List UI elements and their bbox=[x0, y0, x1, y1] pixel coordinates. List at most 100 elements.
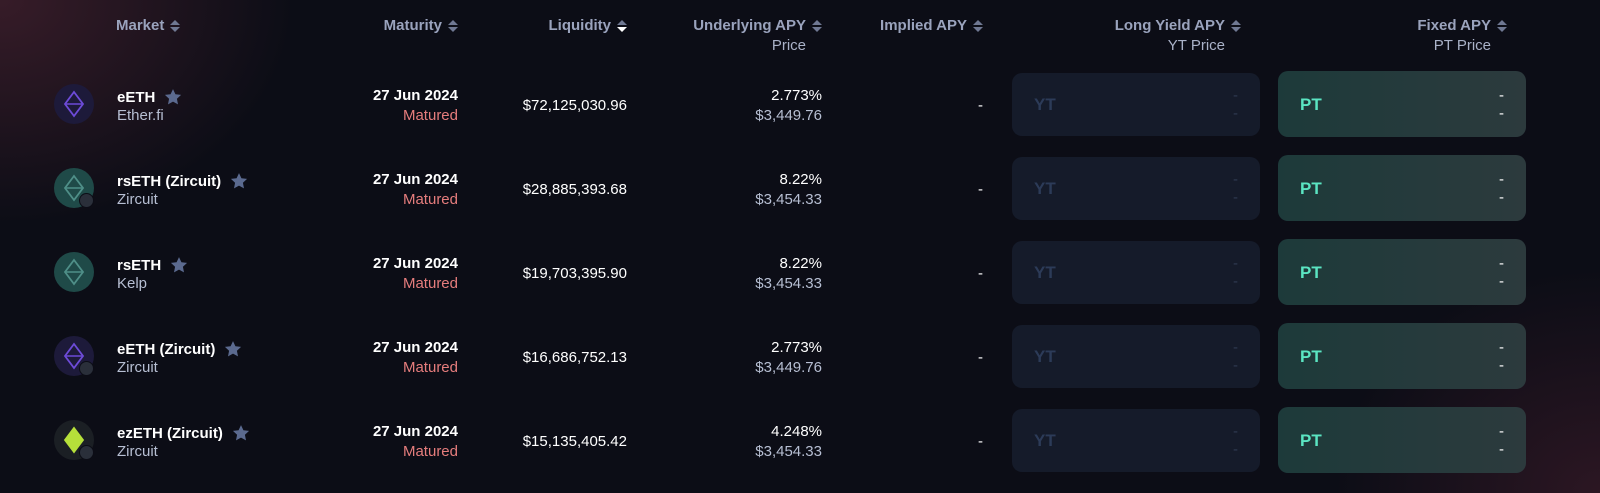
liquidity-value: $19,703,395.90 bbox=[522, 265, 627, 282]
pt-price-value: - bbox=[1499, 441, 1504, 458]
market-protocol: Zircuit bbox=[117, 443, 158, 460]
status-matured: Matured bbox=[402, 275, 458, 292]
table-row[interactable]: ezETH (Zircuit) Zircuit 27 Jun 2024 Matu… bbox=[0, 398, 1600, 482]
pt-button[interactable]: PT - - bbox=[1278, 323, 1526, 389]
sort-icon[interactable] bbox=[1231, 20, 1241, 32]
market-name: rsETH bbox=[117, 256, 162, 274]
status-matured: Matured bbox=[402, 107, 458, 124]
header-maturity[interactable]: Maturity bbox=[384, 17, 458, 34]
maturity-cell: 27 Jun 2024 Matured bbox=[373, 423, 458, 460]
status-matured: Matured bbox=[402, 359, 458, 376]
pt-price-value: - bbox=[1499, 357, 1504, 374]
zircuit-badge-icon bbox=[79, 193, 94, 208]
sort-icon[interactable] bbox=[1497, 20, 1507, 32]
eeth-icon bbox=[54, 84, 94, 124]
status-matured: Matured bbox=[402, 191, 458, 208]
yt-apy-value: - bbox=[1233, 171, 1238, 188]
favorite-star-icon[interactable] bbox=[231, 423, 251, 443]
header-underlying-apy[interactable]: Underlying APY Price bbox=[693, 17, 822, 54]
header-fixed-apy[interactable]: Fixed APY PT Price bbox=[1417, 17, 1507, 54]
liquidity-value: $16,686,752.13 bbox=[522, 349, 627, 366]
yt-apy-value: - bbox=[1233, 255, 1238, 272]
market-name: rsETH (Zircuit) bbox=[117, 172, 222, 190]
favorite-star-icon[interactable] bbox=[229, 171, 249, 191]
market-protocol: Zircuit bbox=[117, 359, 158, 376]
table-row[interactable]: rsETH Kelp 27 Jun 2024 Matured $19,703,3… bbox=[0, 230, 1600, 314]
pt-price-value: - bbox=[1499, 105, 1504, 122]
header-implied-apy[interactable]: Implied APY bbox=[880, 17, 983, 34]
pt-apy-value: - bbox=[1499, 423, 1504, 440]
underlying-apy-value: 8.22% bbox=[779, 255, 822, 272]
liquidity-value: $28,885,393.68 bbox=[522, 181, 627, 198]
eeth-icon bbox=[54, 336, 94, 376]
yt-apy-value: - bbox=[1233, 339, 1238, 356]
implied-apy-value: - bbox=[978, 265, 983, 282]
header-market[interactable]: Market bbox=[116, 17, 181, 34]
yt-button[interactable]: YT - - bbox=[1012, 73, 1260, 136]
header-liquidity[interactable]: Liquidity bbox=[549, 17, 627, 34]
favorite-star-icon[interactable] bbox=[223, 339, 243, 359]
maturity-cell: 27 Jun 2024 Matured bbox=[373, 171, 458, 208]
underlying-apy-value: 8.22% bbox=[779, 171, 822, 188]
market-name: eETH (Zircuit) bbox=[117, 340, 216, 358]
zircuit-badge-icon bbox=[79, 361, 94, 376]
sort-icon[interactable] bbox=[448, 20, 458, 32]
yt-button[interactable]: YT - - bbox=[1012, 157, 1260, 220]
maturity-cell: 27 Jun 2024 Matured bbox=[373, 255, 458, 292]
pt-button[interactable]: PT - - bbox=[1278, 239, 1526, 305]
yt-price-value: - bbox=[1233, 357, 1238, 374]
yt-price-value: - bbox=[1233, 273, 1238, 290]
underlying-cell: 8.22% $3,454.33 bbox=[755, 171, 822, 208]
table-row[interactable]: eETH Ether.fi 27 Jun 2024 Matured $72,12… bbox=[0, 62, 1600, 146]
implied-apy-value: - bbox=[978, 181, 983, 198]
sort-icon[interactable] bbox=[812, 20, 822, 32]
yt-price-value: - bbox=[1233, 105, 1238, 122]
yt-button[interactable]: YT - - bbox=[1012, 325, 1260, 388]
yt-apy-value: - bbox=[1233, 423, 1238, 440]
pt-apy-value: - bbox=[1499, 339, 1504, 356]
ezeth-icon bbox=[54, 420, 94, 460]
underlying-cell: 8.22% $3,454.33 bbox=[755, 255, 822, 292]
liquidity-value: $15,135,405.42 bbox=[522, 433, 627, 450]
maturity-cell: 27 Jun 2024 Matured bbox=[373, 87, 458, 124]
underlying-price-value: $3,454.33 bbox=[755, 275, 822, 292]
yt-price-value: - bbox=[1233, 189, 1238, 206]
maturity-date: 27 Jun 2024 bbox=[372, 255, 458, 272]
underlying-price-value: $3,454.33 bbox=[755, 443, 822, 460]
pt-button[interactable]: PT - - bbox=[1278, 155, 1526, 221]
favorite-star-icon[interactable] bbox=[163, 87, 183, 107]
market-protocol: Kelp bbox=[117, 275, 148, 292]
yt-button[interactable]: YT - - bbox=[1012, 241, 1260, 304]
implied-apy-value: - bbox=[978, 349, 983, 366]
underlying-cell: 2.773% $3,449.76 bbox=[755, 339, 822, 376]
yt-button[interactable]: YT - - bbox=[1012, 409, 1260, 472]
liquidity-value: $72,125,030.96 bbox=[522, 97, 627, 114]
sort-icon[interactable] bbox=[170, 20, 181, 32]
underlying-cell: 2.773% $3,449.76 bbox=[755, 87, 822, 124]
sort-desc-icon[interactable] bbox=[617, 20, 627, 32]
yt-apy-value: - bbox=[1233, 87, 1238, 104]
sort-icon[interactable] bbox=[973, 20, 983, 32]
market-name: ezETH (Zircuit) bbox=[117, 424, 223, 442]
pt-price-value: - bbox=[1499, 273, 1504, 290]
favorite-star-icon[interactable] bbox=[169, 255, 189, 275]
table-row[interactable]: rsETH (Zircuit) Zircuit 27 Jun 2024 Matu… bbox=[0, 146, 1600, 230]
rseth-icon bbox=[54, 168, 94, 208]
pt-button[interactable]: PT - - bbox=[1278, 407, 1526, 473]
pt-apy-value: - bbox=[1499, 255, 1504, 272]
underlying-apy-value: 4.248% bbox=[771, 423, 822, 440]
zircuit-badge-icon bbox=[79, 445, 94, 460]
maturity-date: 27 Jun 2024 bbox=[372, 171, 458, 188]
pt-button[interactable]: PT - - bbox=[1278, 71, 1526, 137]
pt-apy-value: - bbox=[1499, 171, 1504, 188]
header-long-yield-apy[interactable]: Long Yield APY YT Price bbox=[1115, 17, 1241, 54]
table-row[interactable]: eETH (Zircuit) Zircuit 27 Jun 2024 Matur… bbox=[0, 314, 1600, 398]
maturity-date: 27 Jun 2024 bbox=[372, 423, 458, 440]
implied-apy-value: - bbox=[978, 97, 983, 114]
market-protocol: Zircuit bbox=[117, 191, 158, 208]
underlying-cell: 4.248% $3,454.33 bbox=[755, 423, 822, 460]
maturity-cell: 27 Jun 2024 Matured bbox=[373, 339, 458, 376]
underlying-apy-value: 2.773% bbox=[771, 87, 822, 104]
underlying-price-value: $3,449.76 bbox=[755, 359, 822, 376]
market-name: eETH bbox=[117, 88, 156, 106]
